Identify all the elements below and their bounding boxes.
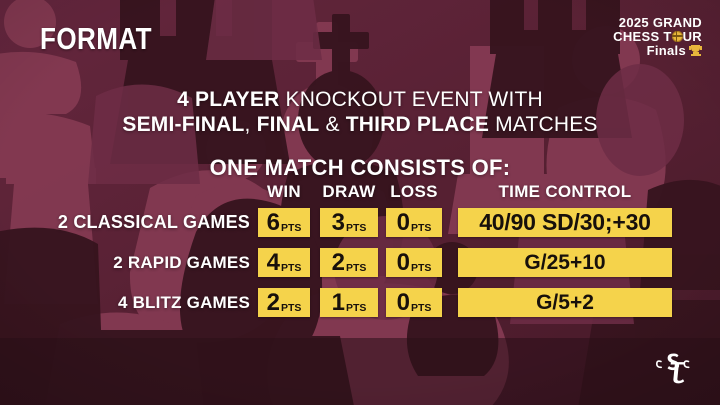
loss-points-value: 0 bbox=[396, 249, 410, 276]
column-header-time-control: TIME CONTROL bbox=[498, 182, 632, 201]
column-header-draw: DRAW bbox=[322, 182, 376, 201]
grand-chess-tour-logo: 2025 GRAND CHESS T UR Finals bbox=[613, 16, 702, 57]
points-unit: PTS bbox=[345, 301, 367, 314]
points-unit: PTS bbox=[410, 301, 432, 314]
headline-line-1: 4 PLAYER KNOCKOUT EVENT WITH bbox=[0, 88, 720, 113]
headline-players: 4 PLAYER bbox=[177, 88, 280, 111]
time-control-value: G/25+10 bbox=[524, 251, 606, 274]
table-row: 2 RAPID GAMES 4 PTS 2 PTS 0 PTS G/25+10 bbox=[0, 244, 720, 284]
draw-points-value: 2 bbox=[331, 249, 345, 276]
points-unit: PTS bbox=[345, 261, 367, 274]
match-format-table: WIN DRAW LOSS TIME CONTROL 2 CLASSICAL G… bbox=[0, 182, 720, 324]
table-row: 4 BLITZ GAMES 2 PTS 1 PTS 0 PTS G/5+2 bbox=[0, 284, 720, 324]
cell-win: 2 PTS bbox=[258, 288, 310, 317]
section-subtitle: ONE MATCH CONSISTS OF: bbox=[209, 155, 511, 180]
cell-loss: 0 PTS bbox=[386, 208, 442, 237]
headline-line-2: SEMI-FINAL, FINAL & THIRD PLACE MATCHES bbox=[0, 113, 720, 138]
headline-matches: MATCHES bbox=[489, 112, 598, 136]
row-label: 2 RAPID GAMES bbox=[113, 253, 250, 272]
win-points-value: 2 bbox=[266, 289, 280, 316]
headline-amp: & bbox=[319, 112, 346, 136]
cell-draw: 2 PTS bbox=[320, 248, 378, 277]
cell-win: 6 PTS bbox=[258, 208, 310, 237]
logo-finals-text: Finals bbox=[646, 42, 686, 58]
row-label: 2 CLASSICAL GAMES bbox=[57, 212, 250, 232]
points-unit: PTS bbox=[345, 221, 367, 234]
page-title: FORMAT bbox=[40, 21, 152, 56]
table-row: 2 CLASSICAL GAMES 6 PTS 3 PTS 0 PTS 40/90 S… bbox=[0, 204, 720, 244]
cell-time-control: 40/90 SD/30;+30 bbox=[458, 208, 672, 237]
points-unit: PTS bbox=[280, 261, 302, 274]
cell-loss: 0 PTS bbox=[386, 248, 442, 277]
cell-win: 4 PTS bbox=[258, 248, 310, 277]
logo-ur: UR bbox=[682, 28, 702, 44]
slcc-monogram-svg bbox=[655, 353, 690, 384]
cell-draw: 3 PTS bbox=[320, 208, 378, 237]
time-control-value: 40/90 SD/30;+30 bbox=[479, 209, 651, 235]
logo-line-finals: Finals bbox=[613, 42, 702, 58]
time-control-value: G/5+2 bbox=[536, 291, 594, 314]
column-header-loss: LOSS bbox=[390, 182, 438, 201]
column-header-win: WIN bbox=[267, 182, 301, 201]
headline-block: 4 PLAYER KNOCKOUT EVENT WITH SEMI-FINAL,… bbox=[0, 88, 720, 137]
trophy-icon bbox=[689, 44, 702, 56]
logo-line-year: 2025 GRAND bbox=[618, 15, 702, 30]
points-unit: PTS bbox=[410, 261, 432, 274]
loss-points-value: 0 bbox=[396, 289, 410, 316]
saint-louis-chess-club-logo-icon bbox=[648, 347, 700, 391]
win-points-value: 4 bbox=[266, 249, 280, 276]
headline-semifinal: SEMI-FINAL bbox=[122, 112, 245, 136]
win-points-value: 6 bbox=[266, 209, 280, 236]
loss-points-value: 0 bbox=[396, 209, 410, 236]
headline-comma: , bbox=[244, 112, 257, 136]
headline-final: FINAL bbox=[256, 112, 320, 136]
headline-third-place: THIRD PLACE bbox=[345, 112, 490, 136]
logo-chess-t: CHESS T bbox=[613, 28, 672, 44]
globe-icon bbox=[671, 30, 683, 42]
cell-time-control: G/25+10 bbox=[458, 248, 672, 277]
cell-loss: 0 PTS bbox=[386, 288, 442, 317]
draw-points-value: 1 bbox=[331, 289, 345, 316]
draw-points-value: 3 bbox=[331, 209, 345, 236]
points-unit: PTS bbox=[410, 221, 432, 234]
cell-time-control: G/5+2 bbox=[458, 288, 672, 317]
row-label: 4 BLITZ GAMES bbox=[118, 293, 250, 312]
headline-knockout: KNOCKOUT EVENT WITH bbox=[279, 88, 543, 111]
points-unit: PTS bbox=[280, 221, 302, 234]
cell-draw: 1 PTS bbox=[320, 288, 378, 317]
table-header-row: WIN DRAW LOSS TIME CONTROL bbox=[0, 182, 720, 204]
logo-line-tour: CHESS T UR bbox=[613, 28, 702, 44]
points-unit: PTS bbox=[280, 301, 302, 314]
